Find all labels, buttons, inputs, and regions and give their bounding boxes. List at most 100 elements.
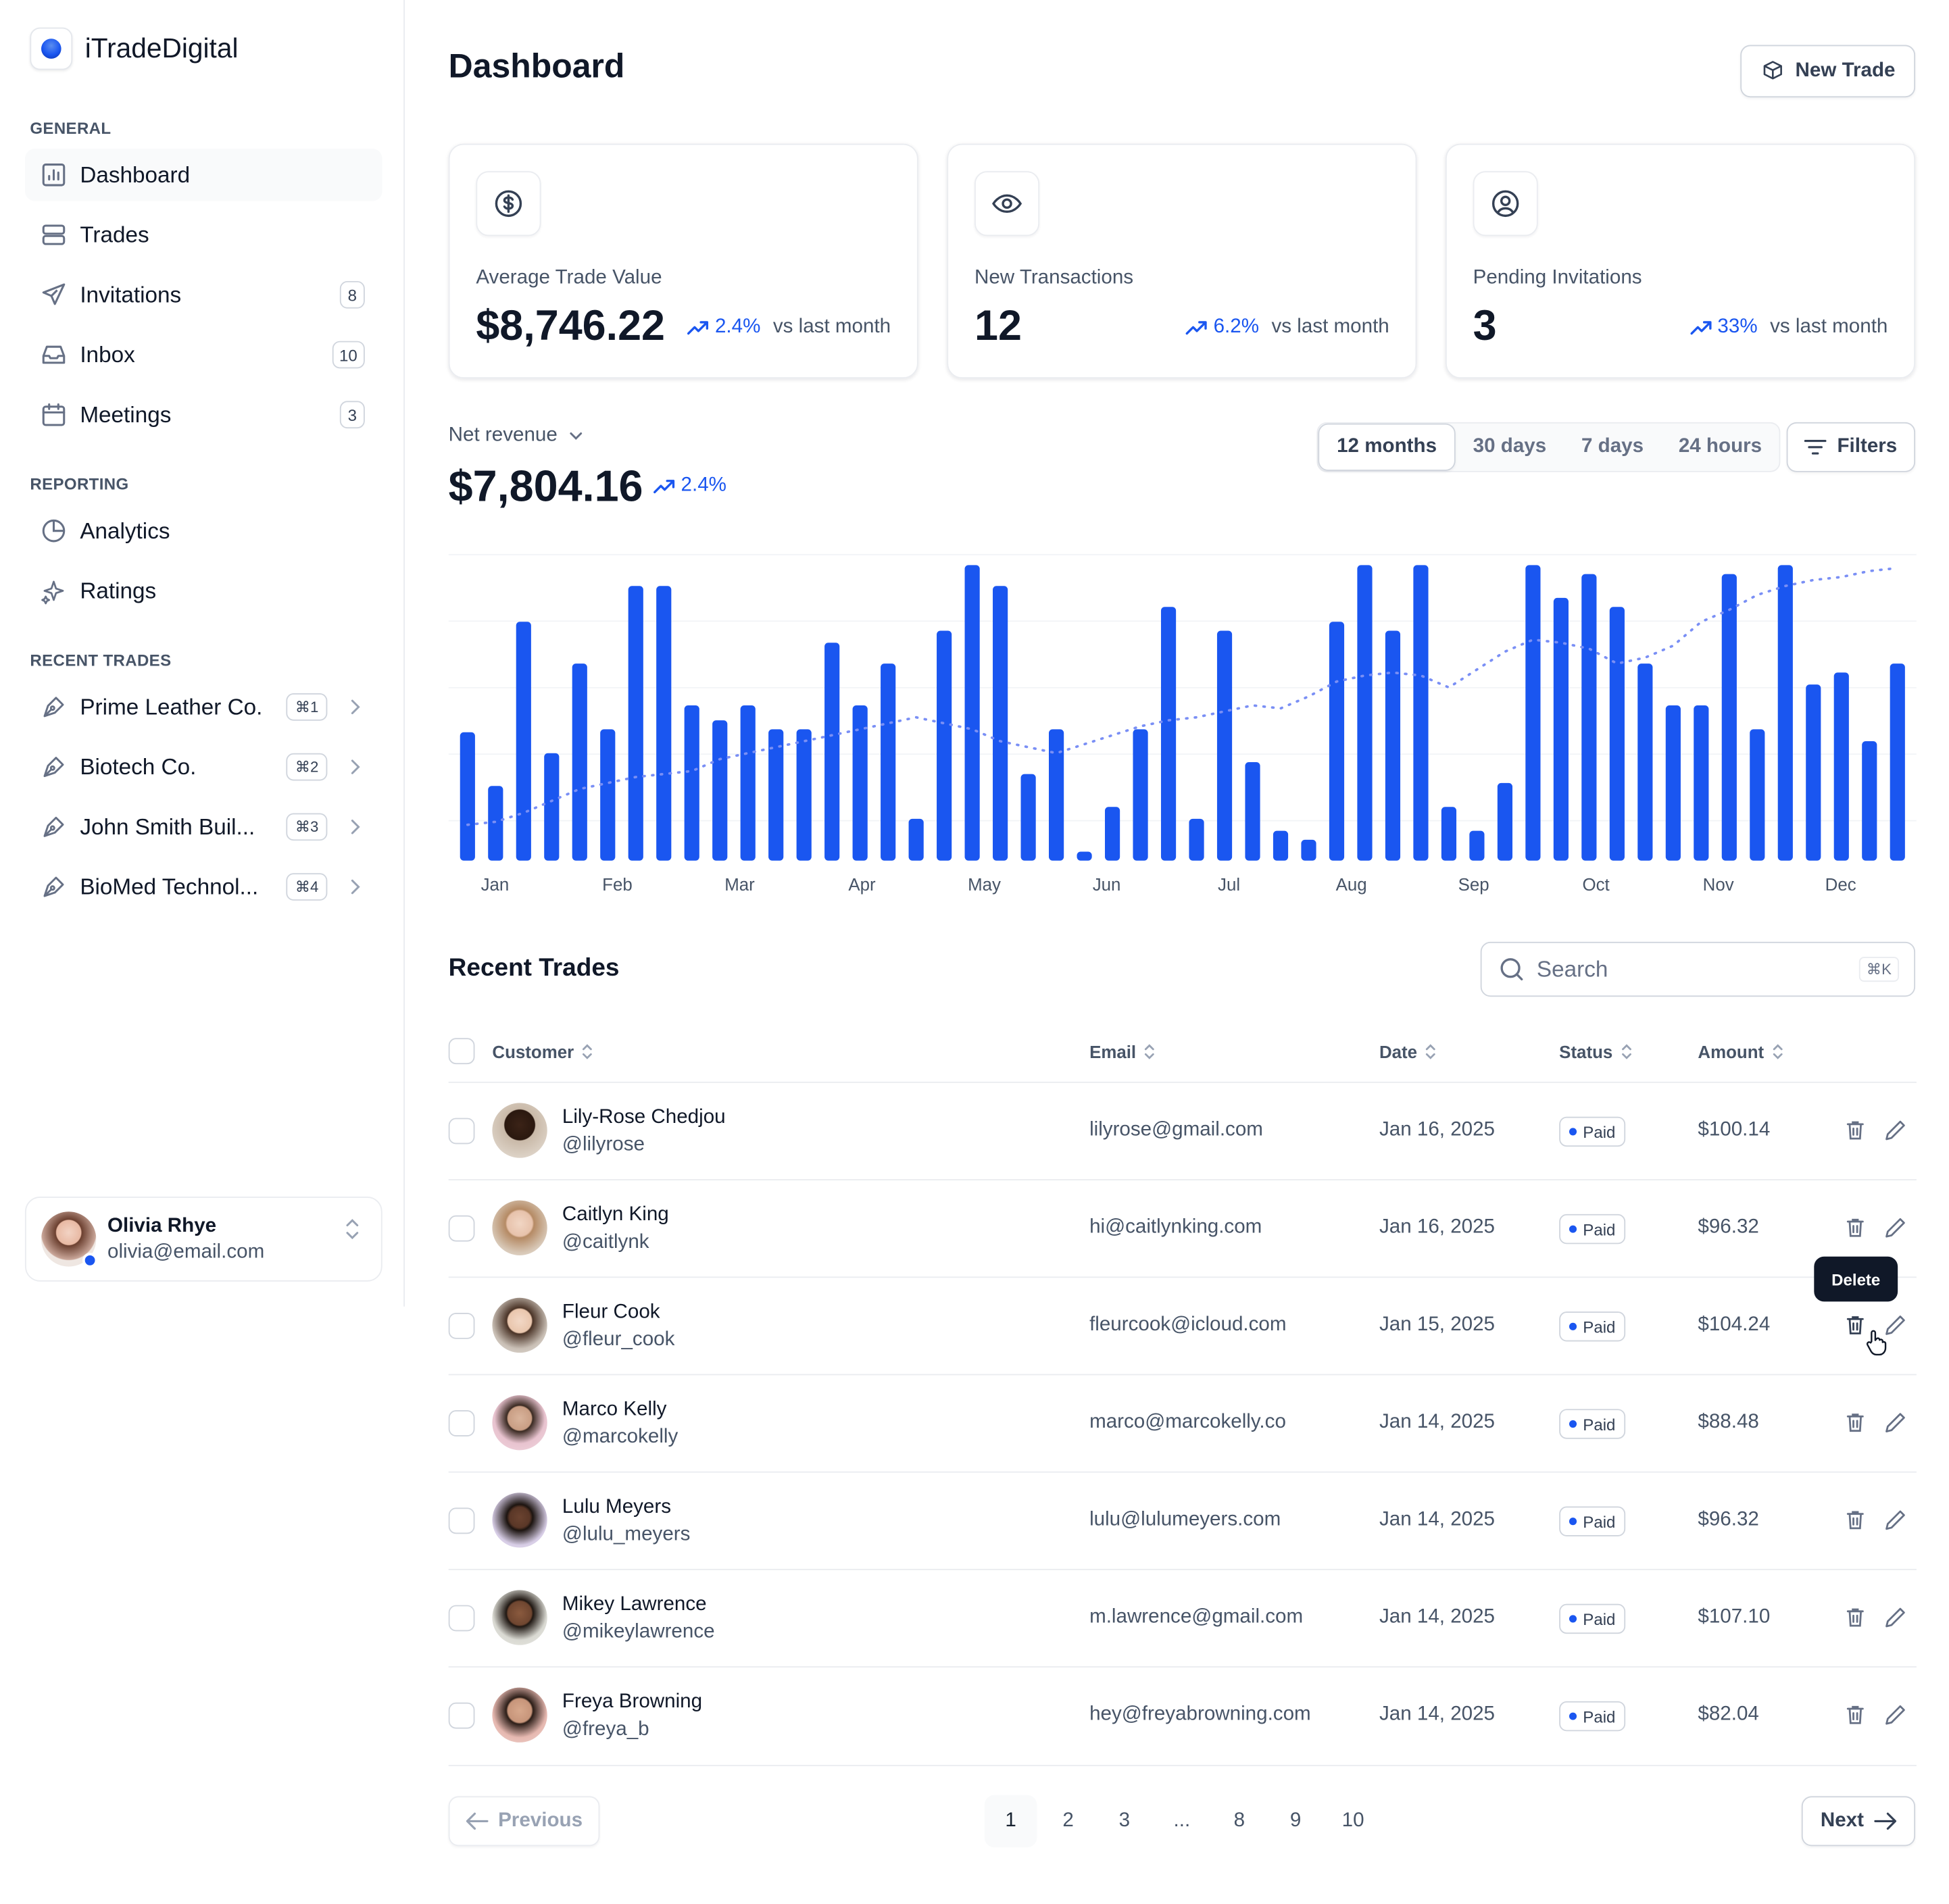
customer-handle: @freya_b [562, 1718, 649, 1740]
sidebar-item-invitations[interactable]: Invitations 8 [25, 268, 383, 321]
column-header-email[interactable]: Email [1089, 1042, 1156, 1061]
recent-trade-item[interactable]: BioMed Technol... ⌘4 [25, 861, 383, 913]
stat-value: 12 [974, 302, 1022, 350]
arrow-left-icon [466, 1812, 489, 1830]
trade-date: Jan 16, 2025 [1379, 1216, 1496, 1238]
pencil-icon[interactable] [1883, 1507, 1908, 1532]
page-button[interactable]: 2 [1062, 1809, 1074, 1832]
sidebar-item-inbox[interactable]: Inbox 10 [25, 328, 383, 381]
select-all-checkbox[interactable] [448, 1038, 475, 1065]
chart-x-tick-label: Jan [481, 876, 510, 895]
customer-name: Mikey Lawrence [562, 1593, 707, 1615]
chart-bar [1357, 565, 1373, 861]
range-30-days[interactable]: 30 days [1473, 436, 1547, 457]
stat-trend: 33% vs last month [1689, 316, 1888, 339]
customer-name: Lily-Rose Chedjou [562, 1106, 726, 1128]
customer-email: m.lawrence@gmail.com [1089, 1606, 1304, 1628]
trash-icon[interactable] [1843, 1507, 1868, 1532]
trash-icon[interactable] [1843, 1605, 1868, 1630]
sidebar-item-dashboard[interactable]: Dashboard [24, 148, 383, 201]
range-7-days[interactable]: 7 days [1581, 436, 1644, 457]
trade-date: Jan 14, 2025 [1379, 1703, 1496, 1726]
search-input[interactable] [1536, 956, 1850, 983]
page-button[interactable]: 8 [1233, 1809, 1245, 1832]
pencil-icon[interactable] [1883, 1313, 1908, 1338]
column-header-customer[interactable]: Customer [492, 1042, 593, 1061]
previous-button[interactable]: Previous [448, 1796, 600, 1847]
status-badge: Paid [1559, 1603, 1626, 1634]
column-header-date[interactable]: Date [1379, 1042, 1437, 1061]
user-email: olivia@email.com [107, 1241, 265, 1263]
chart-bar [516, 622, 531, 861]
avatar [492, 1395, 547, 1451]
row-checkbox[interactable] [448, 1312, 475, 1339]
trash-icon[interactable] [1843, 1703, 1868, 1728]
recent-trade-item[interactable]: Biotech Co. ⌘2 [25, 741, 383, 793]
inbox-icon [42, 345, 66, 364]
chart-bar [600, 729, 616, 861]
shortcut-badge: ⌘2 [286, 753, 328, 781]
stat-value: $8,746.22 [476, 302, 665, 350]
trash-icon[interactable] [1843, 1313, 1868, 1338]
row-checkbox[interactable] [448, 1410, 475, 1437]
sidebar-item-ratings[interactable]: Ratings [25, 565, 383, 618]
page-button[interactable]: 3 [1118, 1809, 1131, 1832]
pencil-icon[interactable] [1883, 1605, 1908, 1630]
recent-trade-item[interactable]: Prime Leather Co. ⌘1 [25, 681, 383, 734]
chevron-selector-icon[interactable] [343, 1218, 361, 1240]
pencil-icon[interactable] [1883, 1410, 1908, 1435]
column-header-status[interactable]: Status [1559, 1042, 1633, 1061]
page-ellipsis: ... [1173, 1809, 1191, 1832]
row-checkbox[interactable] [448, 1605, 475, 1632]
pen-tool-icon [43, 816, 64, 837]
brand[interactable]: iTradeDigital [30, 27, 239, 70]
page-button[interactable]: 1 [984, 1795, 1037, 1848]
row-checkbox[interactable] [448, 1507, 475, 1534]
customer-name: Lulu Meyers [562, 1496, 672, 1518]
range-24-hours[interactable]: 24 hours [1678, 436, 1762, 457]
chart-trend-line [466, 566, 1899, 826]
eye-icon [974, 171, 1040, 236]
status-badge: Paid [1559, 1409, 1626, 1439]
row-checkbox[interactable] [448, 1215, 475, 1242]
user-name: Olivia Rhye [107, 1214, 217, 1236]
new-trade-button[interactable]: New Trade [1740, 45, 1916, 98]
sidebar-item-analytics[interactable]: Analytics [25, 505, 383, 557]
account-card[interactable]: Olivia Rhye olivia@email.com [24, 1197, 383, 1282]
chart-bar [1441, 807, 1457, 861]
chart-bar [1189, 818, 1204, 861]
chart-bar [1750, 729, 1765, 861]
recent-trade-item[interactable]: John Smith Buil... ⌘3 [25, 801, 383, 853]
chart-bar [1694, 705, 1709, 861]
chart-bar [460, 732, 475, 861]
range-12-months[interactable]: 12 months [1318, 423, 1456, 471]
sidebar-item-trades[interactable]: Trades [25, 209, 383, 261]
filters-button[interactable]: Filters [1786, 422, 1916, 472]
pen-tool-icon [43, 876, 64, 897]
trash-icon[interactable] [1843, 1216, 1868, 1241]
chart-x-tick-label: Oct [1583, 876, 1610, 895]
pencil-icon[interactable] [1883, 1216, 1908, 1241]
stat-card-pending-invitations: Pending Invitations 3 33% vs last month [1445, 143, 1916, 379]
sidebar-item-label: Trades [80, 222, 149, 247]
chart-bar [656, 586, 672, 861]
table-row: Lily-Rose Chedjou @lilyrose lilyrose@gma… [448, 1082, 1917, 1179]
page-button[interactable]: 10 [1341, 1809, 1364, 1832]
sidebar-item-meetings[interactable]: Meetings 3 [25, 389, 383, 441]
trash-icon[interactable] [1843, 1410, 1868, 1435]
column-header-amount[interactable]: Amount [1698, 1042, 1783, 1061]
trash-icon[interactable] [1843, 1118, 1868, 1143]
row-checkbox[interactable] [448, 1118, 475, 1145]
status-badge: Paid [1559, 1311, 1626, 1342]
brand-name: iTradeDigital [84, 32, 239, 64]
trade-amount: $104.24 [1698, 1313, 1771, 1336]
page-button[interactable]: 9 [1289, 1809, 1302, 1832]
next-button[interactable]: Next [1801, 1796, 1916, 1847]
divider [448, 1179, 1917, 1181]
net-revenue-value: $7,804.16 [448, 462, 643, 511]
row-checkbox[interactable] [448, 1702, 475, 1729]
search-icon [1500, 958, 1523, 981]
net-revenue-dropdown[interactable]: Net revenue [449, 425, 585, 447]
pencil-icon[interactable] [1883, 1703, 1908, 1728]
pencil-icon[interactable] [1883, 1118, 1908, 1143]
